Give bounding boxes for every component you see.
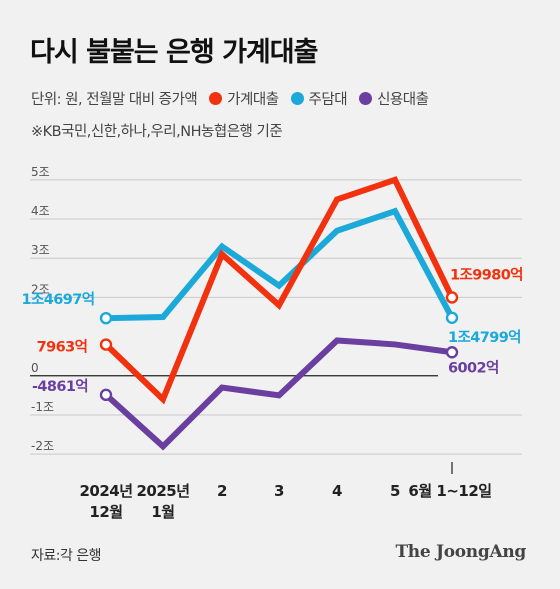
y-tick-label: 4조 <box>31 204 50 218</box>
x-tick-label: 12월 <box>89 503 122 521</box>
source-label: 자료:각 은행 <box>31 548 102 564</box>
start-marker <box>99 338 113 351</box>
legend-dot-credit <box>359 92 373 105</box>
x-tick-label: 2025년 <box>136 482 189 500</box>
y-tick-label: 0 <box>31 361 39 375</box>
legend-dot-mortgage <box>290 92 304 105</box>
series-start-label: -4861억 <box>32 377 88 395</box>
start-marker <box>99 388 113 402</box>
series-line-2 <box>103 337 453 451</box>
x-tick-label: 3 <box>274 482 284 500</box>
legend-dot-household <box>209 92 223 105</box>
unit-and-legend: 단위: 원, 전월말 대비 증가액 가계대출 주담대 신용대출 <box>31 88 429 109</box>
y-tick-label: -2조 <box>31 439 54 453</box>
y-tick-label: 3조 <box>31 243 50 257</box>
x-tick-label: 2 <box>217 482 227 500</box>
x-tick-label: 1월 <box>151 503 174 521</box>
series-line-0 <box>103 176 455 405</box>
legend-label-mortgage: 주담대 <box>308 92 348 108</box>
x-tick-label: 5 <box>390 482 400 500</box>
legend-item-mortgage: 주담대 <box>290 88 348 109</box>
series-end-label: 1조9980억 <box>450 265 523 283</box>
legend-item-household: 가계대출 <box>209 88 279 109</box>
x-tick-label: 6월 1~12일 <box>408 482 491 500</box>
y-tick-label: -1조 <box>31 400 54 414</box>
series-line-1 <box>105 207 455 322</box>
y-tick-label: 5조 <box>31 165 50 179</box>
bank-note: ※KB국민,신한,하나,우리,NH농협은행 기준 <box>31 124 283 140</box>
series-end-label: 6002억 <box>448 358 499 376</box>
series-start-label: 7963억 <box>37 338 88 356</box>
end-marker <box>445 311 459 324</box>
chart-title: 다시 불붙는 은행 가계대출 <box>30 37 318 68</box>
series-end-label: 1조4799억 <box>448 328 521 346</box>
x-tick-label: 2024년 <box>79 482 132 500</box>
legend-label-household: 가계대출 <box>227 92 279 108</box>
unit-label: 단위: 원, 전월말 대비 증가액 <box>31 92 198 108</box>
y-tick-label: 2조 <box>31 282 50 296</box>
legend-item-credit: 신용대출 <box>359 88 429 109</box>
end-marker <box>445 346 459 359</box>
series-start-label: 1조4697억 <box>22 290 95 308</box>
x-tick-label: 4 <box>332 482 342 500</box>
start-marker <box>99 311 113 325</box>
legend-label-credit: 신용대출 <box>377 92 429 108</box>
brand-logo: The JoongAng <box>395 542 526 562</box>
end-marker <box>445 291 459 304</box>
